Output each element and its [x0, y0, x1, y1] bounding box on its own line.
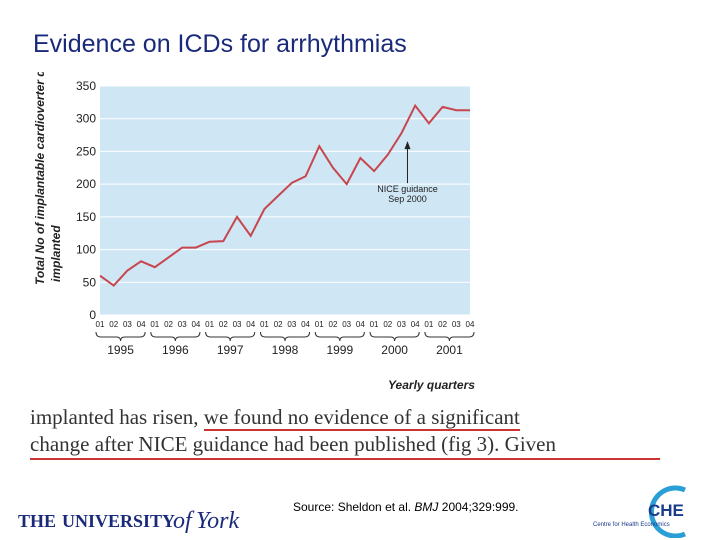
x-tick-quarter: 03 — [287, 320, 296, 329]
excerpt-line-1-highlight: we found no evidence of a significant — [203, 405, 520, 431]
che-logo-arc-icon — [648, 485, 686, 538]
paper-excerpt: implanted has risen, we found no evidenc… — [30, 404, 660, 460]
source-prefix: Source: Sheldon et al. — [293, 500, 412, 514]
che-logo-subtitle: Centre for Health Economics — [593, 522, 670, 528]
y-axis-label-line2: implanted — [49, 225, 63, 282]
x-tick-quarter: 02 — [109, 320, 118, 329]
y-axis-label-group: Total No of implantable cardioverter def… — [33, 72, 63, 285]
x-tick-quarter: 04 — [301, 320, 310, 329]
y-tick-label: 350 — [76, 79, 96, 93]
x-tick-quarter: 04 — [356, 320, 365, 329]
plot-background — [100, 86, 470, 315]
x-tick-quarter: 03 — [397, 320, 406, 329]
x-tick-quarter: 02 — [274, 320, 283, 329]
che-logo: CHE Centre for Health Economics — [593, 485, 686, 538]
y-tick-label: 0 — [89, 308, 96, 322]
x-tick-quarter: 01 — [205, 320, 214, 329]
x-tick-quarter: 01 — [370, 320, 379, 329]
x-tick-quarter: 03 — [452, 320, 461, 329]
year-bracket — [150, 331, 201, 342]
y-tick-label: 200 — [76, 177, 96, 191]
year-bracket — [369, 331, 420, 342]
year-bracket — [314, 331, 365, 342]
york-logo-york: York — [196, 508, 239, 534]
excerpt-line-2: change after NICE guidance had been publ… — [30, 431, 660, 460]
x-tick-quarter: 02 — [438, 320, 447, 329]
x-tick-quarter: 04 — [466, 320, 475, 329]
york-logo-university: UNIVERSITY — [62, 511, 175, 531]
annotation-arrowhead — [404, 141, 411, 150]
icd-line-chart: Total No of implantable cardioverter def… — [33, 72, 475, 392]
y-tick-label: 250 — [76, 144, 96, 158]
x-tick-quarter: 04 — [137, 320, 146, 329]
x-tick-year: 1998 — [272, 343, 299, 357]
y-tick-label: 300 — [76, 112, 96, 126]
x-tick-quarter: 04 — [191, 320, 200, 329]
x-tick-quarter: 02 — [329, 320, 338, 329]
x-tick-year: 1995 — [107, 343, 134, 357]
x-tick-quarter: 02 — [219, 320, 228, 329]
y-tick-label: 50 — [83, 275, 97, 289]
y-tick-label: 150 — [76, 210, 96, 224]
excerpt-line-1: implanted has risen, we found no evidenc… — [30, 404, 660, 431]
x-tick-quarter: 01 — [260, 320, 269, 329]
source-citation: Source: Sheldon et al. BMJ 2004;329:999. — [293, 500, 519, 514]
x-tick-quarter: 01 — [424, 320, 433, 329]
york-logo-the: THE — [18, 511, 56, 531]
x-tick-quarter: 01 — [96, 320, 105, 329]
source-journal: BMJ — [414, 500, 439, 514]
annotation-label: NICE guidance — [377, 184, 438, 194]
york-logo-of: of — [173, 508, 195, 534]
y-tick-label: 100 — [76, 243, 96, 257]
x-tick-quarter: 02 — [164, 320, 173, 329]
x-tick-quarter: 01 — [315, 320, 324, 329]
annotation-label: Sep 2000 — [388, 194, 427, 204]
excerpt-line-1-start: implanted has risen, — [30, 405, 199, 429]
x-tick-year: 1996 — [162, 343, 189, 357]
x-tick-quarter: 03 — [123, 320, 132, 329]
year-bracket — [205, 331, 256, 342]
x-tick-year: 2000 — [381, 343, 408, 357]
year-bracket — [259, 331, 311, 342]
x-tick-quarter: 03 — [178, 320, 187, 329]
x-axis-label: Yearly quarters — [388, 378, 475, 392]
x-tick-quarter: 03 — [233, 320, 242, 329]
series-line — [99, 103, 470, 287]
x-tick-year: 2001 — [436, 343, 463, 357]
university-of-york-logo: THE UNIVERSITY of York — [18, 508, 239, 534]
y-axis-label-line1: Total No of implantable cardioverter def… — [33, 72, 47, 285]
y-ticks: 0 50 100 150 200 250 300 350 — [76, 79, 470, 322]
year-bracket — [424, 331, 475, 342]
x-tick-year: 1999 — [326, 343, 353, 357]
x-tick-quarter: 02 — [383, 320, 392, 329]
slide-title: Evidence on ICDs for arrhythmias — [33, 30, 407, 58]
x-tick-year: 1997 — [217, 343, 244, 357]
x-tick-quarter: 03 — [342, 320, 351, 329]
x-tick-quarter: 01 — [150, 320, 159, 329]
x-tick-quarter: 04 — [246, 320, 255, 329]
x-tick-quarter: 04 — [411, 320, 420, 329]
x-ticks: 01 02 03 04 01 02 03 04 01 02 03 04 01 02 03 04 01 02 03 04… — [95, 320, 475, 357]
year-bracket — [95, 331, 146, 342]
che-logo-text: CHE — [648, 501, 684, 520]
source-ref: 2004;329:999. — [441, 500, 519, 514]
